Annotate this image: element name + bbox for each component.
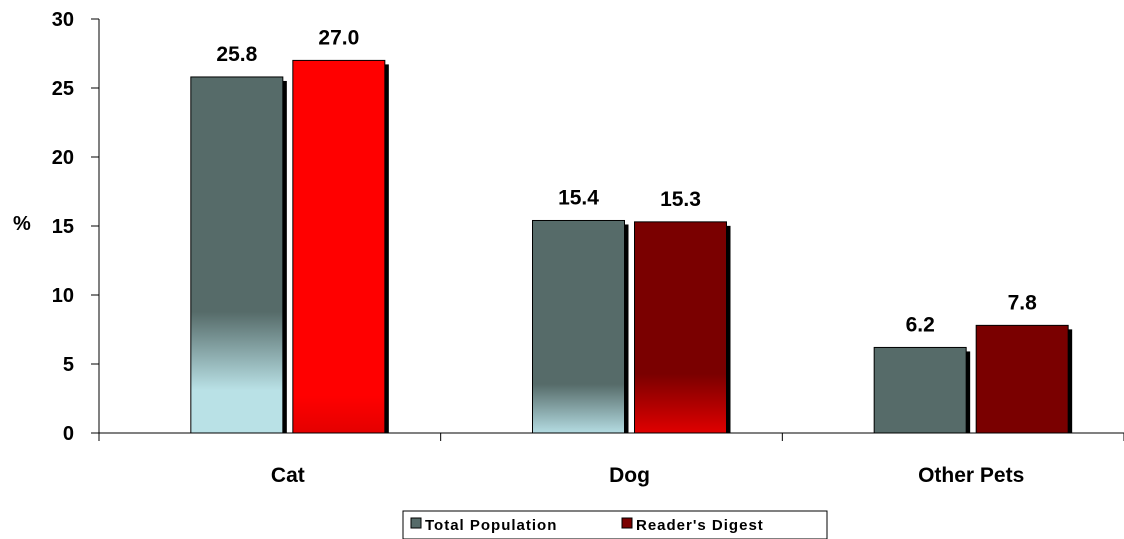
bar-readers-digest-dog [634, 221, 727, 434]
y-tick-label: 15 [52, 216, 74, 238]
legend-swatch [410, 517, 422, 529]
legend-label: Reader's Digest [636, 517, 764, 534]
data-label: 6.2 [906, 313, 935, 336]
y-tick-label: 20 [52, 147, 74, 169]
chart-legend: Total Population Reader's Digest [402, 510, 828, 539]
legend-box [402, 510, 828, 539]
y-tick-label: 5 [63, 354, 74, 376]
bar-total-population-other-pets [873, 346, 967, 434]
category-label: Other Pets [918, 464, 1024, 487]
bar-total-population-cat [190, 76, 284, 434]
category-label: Dog [609, 464, 650, 487]
y-axis-label: % [13, 213, 31, 235]
chart-labels: 25.8 27.0 Cat 15.4 15.3 Dog 6.2 7.8 Other Pets [216, 26, 1037, 487]
legend-label: Total Population [425, 517, 557, 534]
y-tick-label: 0 [63, 423, 74, 445]
chart-bars [190, 59, 1073, 434]
y-tick-label: 30 [52, 9, 74, 31]
y-tick-label: 25 [52, 78, 74, 100]
bar-readers-digest-other-pets [975, 324, 1069, 434]
legend-swatch [621, 517, 633, 529]
data-label: 15.4 [558, 186, 599, 209]
category-label: Cat [271, 464, 305, 487]
y-tick-label: 10 [52, 285, 74, 307]
data-label: 27.0 [318, 26, 359, 49]
data-label: 7.8 [1008, 291, 1038, 314]
data-label: 25.8 [216, 43, 257, 66]
data-label: 15.3 [660, 188, 701, 211]
bar-readers-digest-cat [292, 59, 386, 434]
bar-total-population-dog [532, 219, 625, 434]
